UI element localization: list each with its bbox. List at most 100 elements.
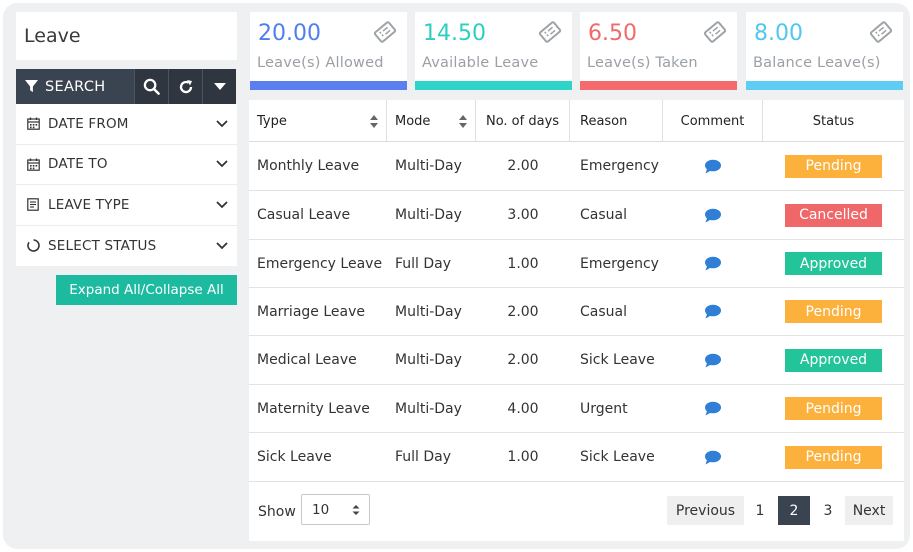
cell-mode: Multi-Day [395, 158, 462, 174]
cell-days: 1.00 [507, 255, 539, 272]
cell-comment [663, 191, 763, 239]
status-badge: Approved [785, 252, 882, 275]
cell-comment [663, 433, 763, 481]
page-size-value: 10 [312, 501, 330, 518]
cell-status: Cancelled [763, 191, 904, 239]
column-header-comment: Comment [663, 100, 763, 142]
cell-type: Maternity Leave [257, 400, 370, 417]
stat-value: 6.50 [588, 21, 637, 46]
ticket-icon [373, 21, 397, 43]
search-button[interactable]: SEARCH [16, 69, 134, 104]
select-arrows-icon [352, 505, 360, 515]
leave-table: Type Mode No. of days Reason Comment Sta… [249, 100, 904, 541]
cell-comment [663, 336, 763, 384]
search-icon [143, 78, 160, 95]
cell-comment [663, 385, 763, 432]
cell-reason: Urgent [580, 400, 628, 417]
cell-days: 3.00 [507, 207, 539, 223]
column-label: Comment [680, 113, 745, 129]
stat-label: Leave(s) Taken [587, 55, 698, 71]
stat-card-taken: 6.50 Leave(s) Taken [580, 12, 737, 90]
table-row: Medical Leave Multi-Day 2.00 Sick Leave Appr… [249, 336, 904, 385]
stat-card-balance: 8.00 Balance Leave(s) [746, 12, 903, 90]
cell-mode: Full Day [395, 255, 452, 272]
chevron-down-icon [216, 201, 228, 209]
cell-mode: Multi-Day [395, 303, 462, 320]
comment-icon[interactable] [704, 304, 722, 319]
next-button[interactable]: Next [845, 496, 893, 525]
stat-value: 14.50 [423, 21, 486, 46]
table-row: Marriage Leave Multi-Day 2.00 Casual Pending [249, 288, 904, 336]
filter-label: DATE TO [48, 156, 108, 173]
filter-leave-type[interactable]: LEAVE TYPE [16, 185, 237, 226]
cell-mode: Multi-Day [395, 352, 462, 368]
comment-icon[interactable] [704, 159, 722, 174]
page-button-1[interactable]: 1 [755, 502, 765, 519]
cell-type: Monthly Leave [257, 158, 360, 174]
chevron-down-icon [216, 120, 228, 128]
filter-date-from[interactable]: DATE FROM [16, 104, 237, 145]
cell-reason: Emergency [580, 158, 659, 174]
magnifier-button[interactable] [134, 69, 168, 104]
cell-mode: Multi-Day [395, 400, 462, 417]
cell-comment [663, 288, 763, 335]
comment-icon[interactable] [704, 401, 722, 416]
comment-icon[interactable] [704, 353, 722, 368]
filter-select-status[interactable]: SELECT STATUS [16, 226, 237, 267]
cell-days: 1.00 [507, 449, 539, 465]
stat-value: 8.00 [754, 21, 803, 46]
column-header-days: No. of days [476, 100, 570, 142]
cell-days: 4.00 [507, 400, 539, 417]
comment-icon[interactable] [704, 208, 722, 223]
stat-label: Leave(s) Allowed [257, 55, 384, 71]
cell-type: Emergency Leave [257, 255, 383, 272]
filter-icon [25, 80, 38, 93]
search-button-label: SEARCH [45, 78, 106, 95]
status-badge: Approved [785, 348, 882, 372]
column-label: No. of days [485, 113, 560, 129]
cell-status: Approved [763, 240, 904, 287]
table-row: Sick Leave Full Day 1.00 Sick Leave Pending [249, 433, 904, 482]
page-title: Leave [16, 12, 237, 60]
search-toolbar: SEARCH [16, 69, 237, 104]
column-label: Type [257, 113, 287, 129]
cell-type: Medical Leave [257, 352, 357, 368]
sort-icon [459, 115, 467, 128]
table-row: Monthly Leave Multi-Day 2.00 Emergency Pendi… [249, 142, 904, 191]
cell-type: Marriage Leave [257, 303, 365, 320]
filter-date-to[interactable]: DATE TO [16, 145, 237, 185]
expand-collapse-button[interactable]: Expand All/Collapse All [56, 275, 237, 305]
column-header-reason: Reason [570, 100, 663, 142]
more-options-button[interactable] [202, 69, 236, 104]
ticket-icon [538, 21, 562, 43]
filter-label: DATE FROM [48, 115, 129, 132]
refresh-button[interactable] [168, 69, 202, 104]
cell-status: Pending [763, 433, 904, 481]
cell-comment [663, 240, 763, 287]
status-badge: Pending [785, 300, 882, 323]
filter-list: DATE FROM DATE TO LEAVE TYPE SELECT STAT… [16, 104, 237, 266]
page-size-select[interactable]: 10 [301, 494, 370, 525]
cell-days: 2.00 [507, 303, 539, 320]
column-header-mode[interactable]: Mode [387, 100, 476, 142]
previous-button[interactable]: Previous [667, 496, 744, 525]
comment-icon[interactable] [704, 256, 722, 271]
table-row: Maternity Leave Multi-Day 4.00 Urgent Pendin… [249, 385, 904, 433]
status-badge: Pending [785, 154, 882, 178]
stat-label: Balance Leave(s) [753, 55, 881, 71]
stat-value: 20.00 [258, 21, 321, 46]
column-label: Mode [395, 113, 431, 129]
column-header-type[interactable]: Type [249, 100, 387, 142]
cell-status: Pending [763, 385, 904, 432]
page-button-3[interactable]: 3 [823, 502, 833, 519]
comment-icon[interactable] [704, 450, 722, 465]
page-button-2[interactable]: 2 [778, 496, 810, 525]
sort-icon [370, 115, 378, 128]
cell-status: Approved [763, 336, 904, 384]
ticket-icon [869, 21, 893, 43]
stat-card-available: 14.50 Available Leave [415, 12, 572, 90]
chevron-down-icon [216, 242, 228, 250]
cell-mode: Multi-Day [395, 207, 462, 223]
filter-label: SELECT STATUS [48, 237, 157, 254]
cell-status: Pending [763, 288, 904, 335]
